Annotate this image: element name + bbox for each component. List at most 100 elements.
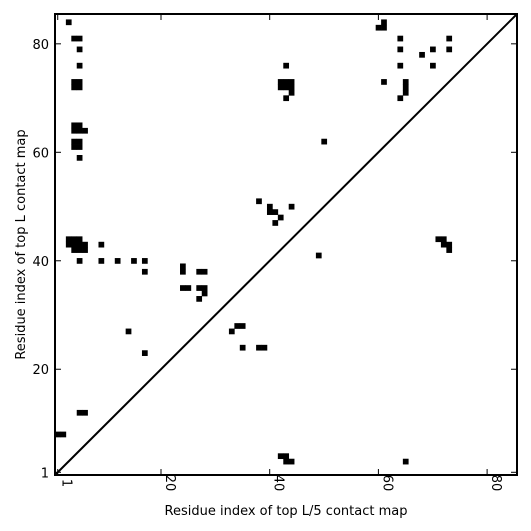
contact-cell — [76, 79, 83, 85]
contact-cell — [65, 241, 72, 248]
contact-cell — [82, 247, 88, 253]
contact-cell — [71, 247, 78, 253]
contact-cell — [288, 203, 295, 210]
contact-cell — [234, 323, 241, 329]
contact-cell — [397, 62, 404, 69]
contact-cell — [228, 328, 235, 335]
contact-cell — [76, 35, 83, 42]
contact-cell — [71, 241, 78, 248]
contact-cell — [272, 220, 279, 226]
contact-cell — [76, 247, 83, 253]
contact-cell — [71, 236, 78, 243]
contact-cell — [141, 268, 148, 275]
contact-cell — [402, 89, 409, 96]
contact-cell — [446, 247, 453, 253]
contact-cell — [288, 79, 295, 85]
contact-cell — [76, 241, 83, 248]
contact-cell — [76, 258, 83, 264]
contact-cell — [60, 431, 67, 438]
contact-cell — [114, 258, 121, 264]
contact-cell — [201, 290, 208, 297]
diagonal-line — [54, 13, 518, 476]
contact-cell — [76, 122, 83, 129]
x-axis-label: Residue index of top L/5 contact map — [165, 504, 408, 519]
contact-cell — [82, 409, 88, 416]
contact-cell — [402, 84, 409, 91]
contact-cell — [82, 241, 88, 248]
x-tick-label: 60 — [379, 475, 394, 492]
contact-cell — [256, 198, 262, 205]
contact-cell — [239, 344, 246, 351]
contact-cell — [141, 258, 148, 264]
contact-cell — [435, 236, 442, 243]
contact-cell — [261, 344, 268, 351]
y-tick-label: 80 — [32, 38, 49, 53]
contact-cell — [71, 35, 78, 42]
contact-cell — [430, 62, 436, 69]
contact-cell — [375, 24, 382, 31]
x-tick-label: 80 — [488, 475, 503, 492]
contact-cell — [277, 79, 284, 85]
contact-cell — [71, 138, 78, 145]
contact-cell — [288, 84, 295, 91]
contact-cell — [98, 258, 105, 264]
contact-cell — [315, 252, 322, 259]
contact-cell — [283, 458, 290, 465]
contact-cell — [76, 127, 83, 134]
contact-cell — [272, 209, 279, 215]
contact-cell — [283, 79, 290, 85]
contact-cell — [71, 122, 78, 129]
contact-cell — [446, 241, 453, 248]
axis-ticks: 1 20 40 60 80 1 20 40 60 80 — [32, 14, 517, 491]
contact-cell — [76, 138, 83, 145]
y-tick-label: 60 — [32, 146, 49, 161]
contact-cell — [283, 84, 290, 91]
contact-cell — [131, 258, 137, 264]
contact-cell — [196, 268, 203, 275]
contact-cell — [266, 203, 273, 210]
y-tick-label: 20 — [32, 363, 49, 378]
contact-cell — [440, 241, 447, 248]
contact-cell — [277, 214, 284, 221]
contact-cell — [180, 268, 186, 275]
y-tick-label: 40 — [32, 255, 49, 270]
contact-cell — [256, 344, 262, 351]
contact-cell — [397, 46, 404, 53]
x-tick-label: 40 — [271, 475, 286, 492]
contact-cell — [180, 285, 186, 291]
contact-cell — [288, 458, 295, 465]
contact-cell — [76, 144, 83, 150]
contact-cell — [180, 263, 186, 270]
contact-cell — [65, 19, 72, 26]
contact-cell — [76, 62, 83, 69]
contact-cell — [397, 35, 404, 42]
contact-cell — [283, 453, 290, 460]
plot-frame — [54, 13, 518, 476]
contact-cell — [71, 127, 78, 134]
x-tick-label: 1 — [59, 479, 74, 487]
contact-cell — [185, 285, 192, 291]
contact-cell — [381, 19, 387, 26]
contact-cell — [402, 79, 409, 85]
contact-cell — [65, 236, 72, 243]
contact-cell — [76, 155, 83, 161]
contact-cell — [71, 84, 78, 91]
y-axis-label: Residue index of top L contact map — [14, 129, 29, 359]
contact-cell — [381, 24, 387, 31]
contact-cell — [71, 144, 78, 150]
contact-cell — [141, 350, 148, 356]
contact-cell — [277, 84, 284, 91]
contact-cell — [82, 127, 88, 134]
contact-cell — [419, 51, 425, 58]
contact-cell — [321, 138, 328, 145]
contact-cell — [397, 95, 404, 102]
contact-cell — [277, 453, 284, 460]
contact-cell — [98, 241, 105, 248]
contact-cell — [266, 209, 273, 215]
contact-cell — [446, 35, 453, 42]
contact-cell — [430, 46, 436, 53]
contact-cell — [196, 285, 203, 291]
contact-cell — [381, 79, 387, 85]
contact-cell — [239, 323, 246, 329]
contact-cell — [283, 62, 290, 69]
